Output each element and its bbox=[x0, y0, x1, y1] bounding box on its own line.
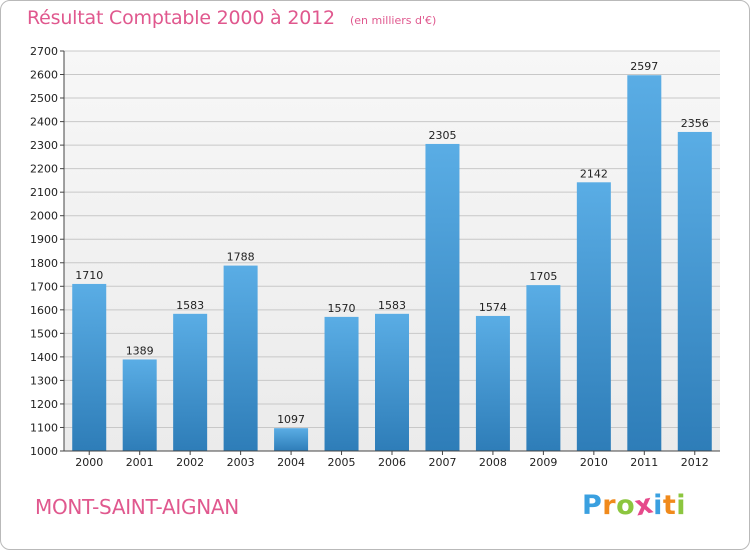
y-tick-label: 1600 bbox=[30, 304, 58, 317]
data-label: 2597 bbox=[630, 60, 658, 73]
data-label: 2305 bbox=[428, 129, 456, 142]
bar bbox=[475, 315, 510, 451]
bar bbox=[425, 143, 460, 452]
bar bbox=[72, 283, 107, 451]
y-tick-label: 1900 bbox=[30, 233, 58, 246]
x-tick-label: 2004 bbox=[277, 456, 305, 469]
y-tick-label: 1100 bbox=[30, 421, 58, 434]
bar bbox=[324, 316, 359, 451]
data-label: 1389 bbox=[126, 344, 154, 357]
bar bbox=[627, 75, 662, 451]
y-tick-label: 2200 bbox=[30, 163, 58, 176]
data-label: 1097 bbox=[277, 413, 305, 426]
bar bbox=[526, 285, 561, 451]
bar bbox=[274, 428, 309, 451]
data-label: 1705 bbox=[529, 270, 557, 283]
data-label: 2356 bbox=[681, 117, 709, 130]
y-tick-label: 2700 bbox=[30, 45, 58, 58]
bar bbox=[576, 182, 611, 451]
logo-letter: i bbox=[676, 490, 687, 521]
data-label: 1583 bbox=[176, 299, 204, 312]
data-label: 1710 bbox=[75, 269, 103, 282]
commune-name: MONT-SAINT-AIGNAN bbox=[35, 495, 239, 519]
x-tick-label: 2011 bbox=[630, 456, 658, 469]
logo-letter: r bbox=[602, 490, 617, 521]
x-tick-label: 2010 bbox=[580, 456, 608, 469]
y-tick-label: 2100 bbox=[30, 186, 58, 199]
logo-letter: t bbox=[662, 490, 677, 521]
y-tick-label: 1300 bbox=[30, 374, 58, 387]
x-tick-label: 2005 bbox=[328, 456, 356, 469]
title-block: Résultat Comptable 2000 à 2012 (en milli… bbox=[27, 7, 436, 29]
bar bbox=[375, 313, 409, 451]
x-tick-label: 2012 bbox=[681, 456, 709, 469]
chart-subtitle: (en milliers d'€) bbox=[349, 14, 437, 27]
x-tick-label: 2001 bbox=[126, 456, 154, 469]
data-label: 2142 bbox=[580, 167, 608, 180]
y-tick-label: 2600 bbox=[30, 69, 58, 82]
x-tick-label: 2000 bbox=[75, 456, 103, 469]
bar bbox=[173, 313, 208, 451]
y-tick-label: 2000 bbox=[30, 210, 58, 223]
logo-letter: i bbox=[653, 490, 663, 521]
bar bbox=[223, 265, 258, 451]
logo-letter: o bbox=[616, 490, 636, 521]
data-label: 1574 bbox=[479, 301, 507, 314]
proxiti-logo: Proxiti bbox=[582, 488, 687, 522]
data-label: 1583 bbox=[378, 299, 406, 312]
y-tick-label: 2400 bbox=[30, 116, 58, 129]
x-tick-label: 2002 bbox=[176, 456, 204, 469]
logo-letter: P bbox=[582, 490, 603, 521]
x-tick-label: 2007 bbox=[428, 456, 456, 469]
x-tick-label: 2008 bbox=[479, 456, 507, 469]
x-tick-label: 2006 bbox=[378, 456, 406, 469]
data-label: 1788 bbox=[227, 251, 255, 264]
chart-title: Résultat Comptable 2000 à 2012 bbox=[27, 7, 335, 29]
data-label: 1570 bbox=[328, 302, 356, 315]
bar bbox=[122, 359, 157, 451]
x-tick-label: 2003 bbox=[227, 456, 255, 469]
bar bbox=[677, 131, 712, 452]
y-tick-label: 1500 bbox=[30, 327, 58, 340]
y-tick-label: 2500 bbox=[30, 92, 58, 105]
y-tick-label: 1700 bbox=[30, 280, 58, 293]
y-tick-label: 1200 bbox=[30, 398, 58, 411]
x-tick-label: 2009 bbox=[529, 456, 557, 469]
y-tick-label: 1800 bbox=[30, 257, 58, 270]
y-tick-label: 1400 bbox=[30, 351, 58, 364]
y-tick-label: 1000 bbox=[30, 445, 58, 458]
y-tick-label: 2300 bbox=[30, 139, 58, 152]
